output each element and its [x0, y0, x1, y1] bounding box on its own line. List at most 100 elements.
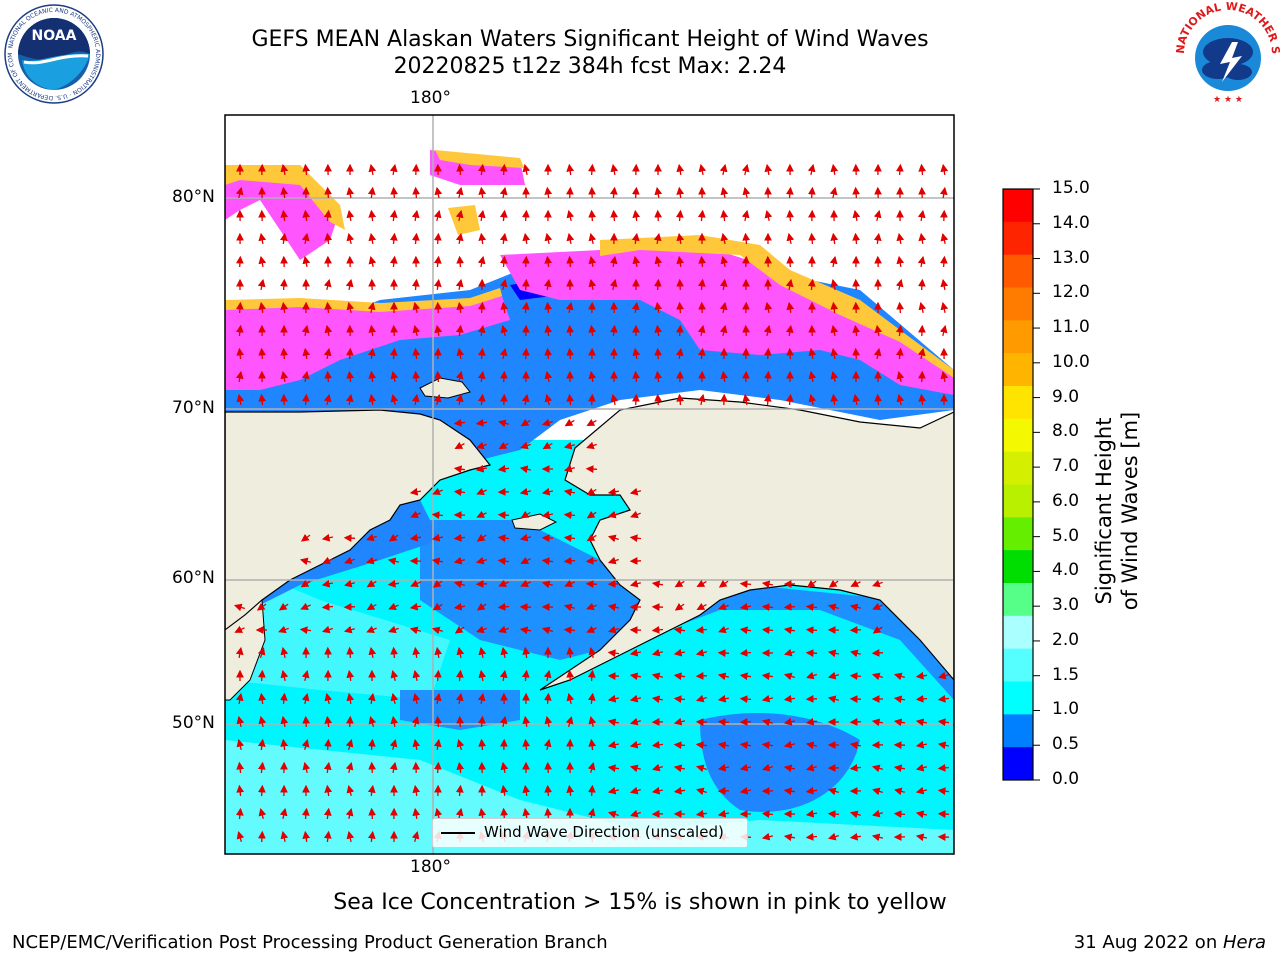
wave-direction-arrow	[783, 602, 796, 611]
wave-direction-arrow	[299, 626, 312, 635]
wave-direction-arrow	[498, 441, 509, 450]
wave-direction-arrow	[389, 255, 398, 268]
wave-direction-arrow	[805, 832, 818, 841]
wave-direction-arrow	[346, 692, 355, 705]
wave-direction-arrow	[279, 278, 288, 291]
wave-direction-arrow	[543, 692, 552, 705]
wave-direction-arrow	[366, 579, 377, 588]
wave-direction-arrow	[720, 209, 729, 222]
wave-direction-arrow	[519, 533, 532, 542]
wave-direction-arrow	[563, 603, 575, 612]
wave-direction-arrow	[278, 625, 289, 634]
wave-direction-arrow	[631, 186, 640, 199]
wave-direction-arrow	[323, 347, 332, 360]
wave-direction-arrow	[345, 278, 354, 291]
wave-direction-arrow	[279, 692, 288, 705]
wave-direction-arrow	[433, 393, 442, 405]
wave-direction-arrow	[522, 255, 530, 268]
wave-direction-arrow	[346, 715, 354, 728]
wave-direction-arrow	[874, 393, 883, 406]
wave-direction-arrow	[302, 163, 311, 176]
wave-direction-arrow	[829, 255, 838, 268]
colorbar-segment	[1003, 747, 1033, 781]
wave-direction-arrow	[566, 186, 574, 199]
wave-direction-arrow	[763, 370, 772, 383]
wave-direction-arrow	[607, 487, 620, 496]
wave-direction-arrow	[454, 441, 465, 450]
wave-direction-arrow	[280, 186, 289, 199]
wave-direction-arrow	[805, 671, 817, 680]
wave-direction-arrow	[453, 465, 465, 474]
wave-direction-arrow	[388, 602, 399, 611]
wave-direction-arrow	[541, 510, 554, 519]
wave-direction-arrow	[500, 807, 509, 820]
wave-direction-arrow	[431, 626, 443, 635]
wave-direction-arrow	[477, 255, 486, 268]
wave-direction-arrow	[871, 764, 883, 773]
wave-direction-arrow	[301, 393, 310, 406]
wave-direction-arrow	[541, 557, 554, 566]
colorbar-segment	[1003, 254, 1033, 288]
wave-direction-arrow	[434, 646, 443, 659]
wave-direction-arrow	[432, 602, 443, 611]
wave-direction-arrow	[852, 347, 860, 360]
wave-direction-arrow	[805, 809, 818, 818]
wave-direction-arrow	[236, 784, 245, 797]
wave-direction-arrow	[302, 347, 311, 360]
wave-direction-arrow	[719, 324, 728, 337]
wave-direction-arrow	[389, 232, 398, 245]
wave-direction-arrow	[587, 163, 596, 176]
wave-direction-arrow	[761, 832, 774, 841]
wave-direction-arrow	[322, 556, 333, 564]
wave-direction-arrow	[456, 738, 465, 750]
wave-direction-arrow	[519, 626, 532, 635]
wave-direction-arrow	[541, 626, 553, 635]
wave-direction-arrow	[563, 534, 576, 543]
wave-direction-arrow	[783, 717, 796, 726]
colorbar-segment	[1003, 583, 1033, 617]
wave-direction-arrow	[520, 510, 531, 519]
colorbar-segment	[1003, 615, 1033, 650]
wave-direction-arrow	[915, 833, 928, 842]
wave-direction-arrow	[412, 646, 421, 658]
wave-direction-arrow	[542, 441, 553, 450]
wave-direction-arrow	[346, 186, 355, 199]
svg-text:NOAA: NOAA	[32, 28, 77, 44]
wave-direction-arrow	[915, 671, 928, 680]
wave-direction-arrow	[456, 255, 465, 268]
wave-direction-arrow	[849, 672, 862, 681]
wave-direction-arrow	[896, 255, 905, 268]
wave-direction-arrow	[258, 715, 267, 728]
wave-direction-arrow	[475, 464, 488, 473]
wave-direction-arrow	[389, 209, 398, 222]
wave-direction-arrow	[587, 669, 596, 682]
wave-direction-arrow	[455, 393, 464, 406]
wave-direction-arrow	[390, 692, 399, 705]
wave-direction-arrow	[346, 830, 355, 843]
wave-direction-arrow	[675, 209, 684, 222]
wave-direction-arrow	[368, 393, 377, 406]
wave-direction-arrow	[896, 370, 905, 382]
wave-direction-arrow	[629, 534, 642, 543]
wave-direction-arrow	[676, 393, 685, 406]
wave-direction-arrow	[433, 738, 442, 751]
land-siberia	[225, 409, 492, 631]
wave-direction-arrow	[453, 556, 466, 565]
wave-direction-arrow	[651, 740, 664, 749]
wave-direction-arrow	[257, 761, 266, 774]
wave-direction-arrow	[389, 761, 398, 774]
wave-direction-arrow	[717, 694, 730, 703]
wave-direction-arrow	[761, 694, 774, 703]
wave-direction-arrow	[453, 533, 466, 542]
wave-direction-arrow	[499, 715, 508, 728]
wave-direction-arrow	[565, 715, 574, 727]
wave-direction-arrow	[522, 232, 531, 245]
wave-direction-arrow	[805, 786, 818, 795]
wave-direction-arrow	[455, 278, 464, 291]
wave-direction-arrow	[587, 692, 596, 705]
wave-direction-arrow	[585, 580, 598, 588]
wave-direction-arrow	[939, 186, 948, 199]
colorbar-tick-label: 1.5	[1052, 664, 1080, 685]
wave-direction-arrow	[761, 741, 774, 750]
wave-direction-arrow	[940, 370, 949, 383]
